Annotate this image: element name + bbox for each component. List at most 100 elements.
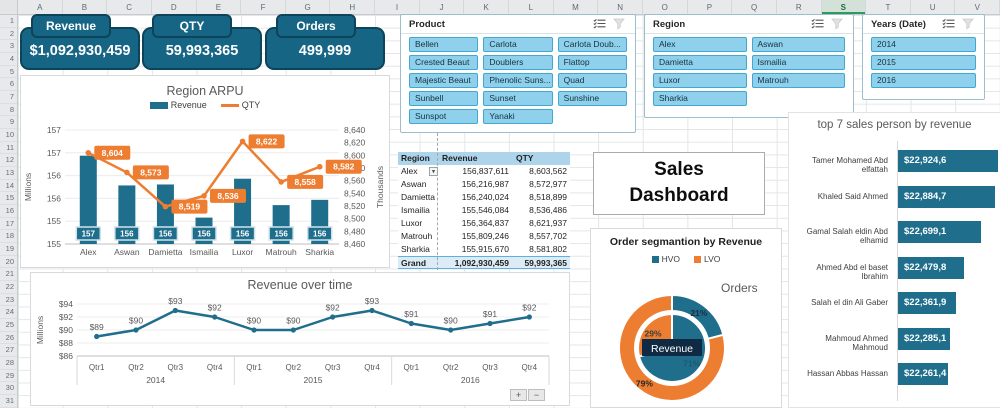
column-header-O[interactable]: O — [643, 0, 688, 14]
column-header-H[interactable]: H — [330, 0, 376, 14]
row-header-13[interactable]: 13 — [0, 167, 17, 180]
top7-bar-5[interactable]: $22,361,9 — [898, 292, 956, 314]
pivot-total-revenue[interactable]: 1,092,930,459 — [454, 258, 509, 268]
slicer-item-alex[interactable]: Alex — [653, 37, 747, 52]
top7-bar-3[interactable]: $22,699,1 — [898, 221, 981, 243]
top7-bar-4[interactable]: $22,479,8 — [898, 257, 964, 279]
pivot-cell-revenue[interactable]: 156,364,837 — [461, 218, 509, 228]
row-header-29[interactable]: 29 — [0, 370, 17, 383]
clear-filter-icon[interactable] — [613, 18, 629, 31]
row-header-16[interactable]: 16 — [0, 205, 17, 218]
column-header-R[interactable]: R — [777, 0, 822, 14]
slicer-item-majestic-beaut[interactable]: Majestic Beaut — [409, 73, 479, 88]
column-header-A[interactable]: A — [18, 0, 63, 14]
pivot-cell-qty[interactable]: 8,621,937 — [529, 218, 567, 228]
pivot-cell-region[interactable]: Matrouh — [401, 231, 433, 241]
row-header-9[interactable]: 9 — [0, 116, 17, 130]
row-header-21[interactable]: 21 — [0, 268, 17, 282]
multiselect-icon[interactable] — [593, 18, 609, 31]
pivot-cell-region[interactable]: Luxor — [401, 218, 423, 228]
slicer-item-crested-beaut[interactable]: Crested Beaut — [409, 55, 479, 70]
row-header-18[interactable]: 18 — [0, 230, 17, 244]
column-header-E[interactable]: E — [197, 0, 242, 14]
pivot-cell-qty[interactable]: 8,536,486 — [529, 205, 567, 215]
multiselect-icon[interactable] — [811, 18, 827, 31]
slicer-item-quad[interactable]: Quad — [557, 73, 627, 88]
row-header-22[interactable]: 22 — [0, 281, 17, 294]
row-header-10[interactable]: 10 — [0, 129, 17, 142]
row-header-24[interactable]: 24 — [0, 306, 17, 320]
row-header-15[interactable]: 15 — [0, 192, 17, 206]
dashboard-title-box[interactable]: Sales Dashboard — [593, 152, 765, 215]
column-header-P[interactable]: P — [688, 0, 733, 14]
kpi-tab-revenue[interactable]: Revenue — [31, 14, 111, 38]
row-header-31[interactable]: 31 — [0, 395, 17, 408]
row-header-6[interactable]: 6 — [0, 78, 17, 92]
row-header-14[interactable]: 14 — [0, 180, 17, 193]
pivot-cell-revenue[interactable]: 155,915,670 — [461, 244, 509, 254]
slicer-item-ismailia[interactable]: Ismailia — [751, 55, 845, 70]
row-header-28[interactable]: 28 — [0, 357, 17, 370]
row-header-11[interactable]: 11 — [0, 142, 17, 155]
select-all-corner[interactable] — [0, 0, 18, 15]
column-header-D[interactable]: D — [152, 0, 197, 14]
region-arpu-chart[interactable]: Region ARPU Revenue QTY 157 157 156 156 155 15… — [20, 75, 390, 268]
revenue-over-time-chart[interactable]: Revenue over time $94 $92 $90 $88 $86 Million… — [30, 272, 570, 406]
top7-bar-2[interactable]: $22,884,7 — [898, 186, 995, 208]
slicer-item-doublers[interactable]: Doublers — [483, 55, 553, 70]
row-header-19[interactable]: 19 — [0, 243, 17, 256]
row-header-25[interactable]: 25 — [0, 319, 17, 332]
pivot-cell-qty[interactable]: 8,572,977 — [529, 179, 567, 189]
column-header-M[interactable]: M — [554, 0, 599, 14]
row-header-5[interactable]: 5 — [0, 66, 17, 79]
column-header-B[interactable]: B — [63, 0, 108, 14]
column-header-U[interactable]: U — [911, 0, 956, 14]
slicer-item-2014[interactable]: 2014 — [871, 37, 976, 52]
pivot-cell-revenue[interactable]: 155,546,084 — [461, 205, 509, 215]
slicer-item-sharkia[interactable]: Sharkia — [653, 91, 747, 106]
top7-bar-7[interactable]: $22,261,4 — [898, 363, 948, 385]
pivot-cell-revenue[interactable]: 156,240,024 — [461, 192, 509, 202]
column-header-J[interactable]: J — [420, 0, 465, 14]
pivot-header-revenue[interactable]: Revenue — [442, 153, 478, 163]
column-header-C[interactable]: C — [107, 0, 152, 14]
pivot-cell-revenue[interactable]: 156,216,987 — [461, 179, 509, 189]
column-header-Q[interactable]: Q — [732, 0, 777, 14]
row-header-3[interactable]: 3 — [0, 40, 17, 54]
slicer-item-aswan[interactable]: Aswan — [751, 37, 845, 52]
clear-filter-icon[interactable] — [962, 18, 978, 31]
pivot-total-label[interactable]: Grand Tot — [401, 258, 427, 281]
slicer-item-sunset[interactable]: Sunset — [483, 91, 553, 106]
pivot-cell-revenue[interactable]: 156,837,611 — [462, 166, 509, 176]
slicer-item-damietta[interactable]: Damietta — [653, 55, 747, 70]
slicer-item-sunbell[interactable]: Sunbell — [409, 91, 479, 106]
chart-zoom-out-button[interactable]: − — [528, 389, 545, 401]
slicer-item-2016[interactable]: 2016 — [871, 73, 976, 88]
chart-zoom-in-button[interactable]: + — [510, 389, 527, 401]
row-header-7[interactable]: 7 — [0, 91, 17, 104]
pivot-cell-region[interactable]: Damietta — [401, 192, 436, 202]
row-header-30[interactable]: 30 — [0, 382, 17, 396]
column-header-N[interactable]: N — [598, 0, 643, 14]
slicer-item-carlota-doub-[interactable]: Carlota Doub... — [557, 37, 627, 52]
pivot-cell-region[interactable]: Aswan — [401, 179, 427, 189]
column-header-L[interactable]: L — [509, 0, 554, 14]
row-header-4[interactable]: 4 — [0, 53, 17, 66]
slicer-item-2015[interactable]: 2015 — [871, 55, 976, 70]
row-header-26[interactable]: 26 — [0, 332, 17, 345]
row-header-17[interactable]: 17 — [0, 218, 17, 231]
column-header-S[interactable]: S — [821, 0, 867, 14]
pivot-total-qty[interactable]: 59,993,365 — [524, 258, 567, 268]
pivot-cell-qty[interactable]: 8,581,802 — [529, 244, 567, 254]
row-header-27[interactable]: 27 — [0, 344, 17, 358]
slicer-item-luxor[interactable]: Luxor — [653, 73, 747, 88]
row-header-20[interactable]: 20 — [0, 256, 17, 269]
row-header-1[interactable]: 1 — [0, 15, 17, 28]
kpi-tab-orders[interactable]: Orders — [276, 14, 356, 38]
row-header-8[interactable]: 8 — [0, 104, 17, 117]
pivot-header-region[interactable]: Region ▾ — [398, 152, 440, 176]
column-header-T[interactable]: T — [866, 0, 911, 14]
pivot-header-qty[interactable]: QTY — [516, 153, 534, 163]
column-header-K[interactable]: K — [464, 0, 510, 14]
pivot-cell-region[interactable]: Ismailia — [401, 205, 430, 215]
